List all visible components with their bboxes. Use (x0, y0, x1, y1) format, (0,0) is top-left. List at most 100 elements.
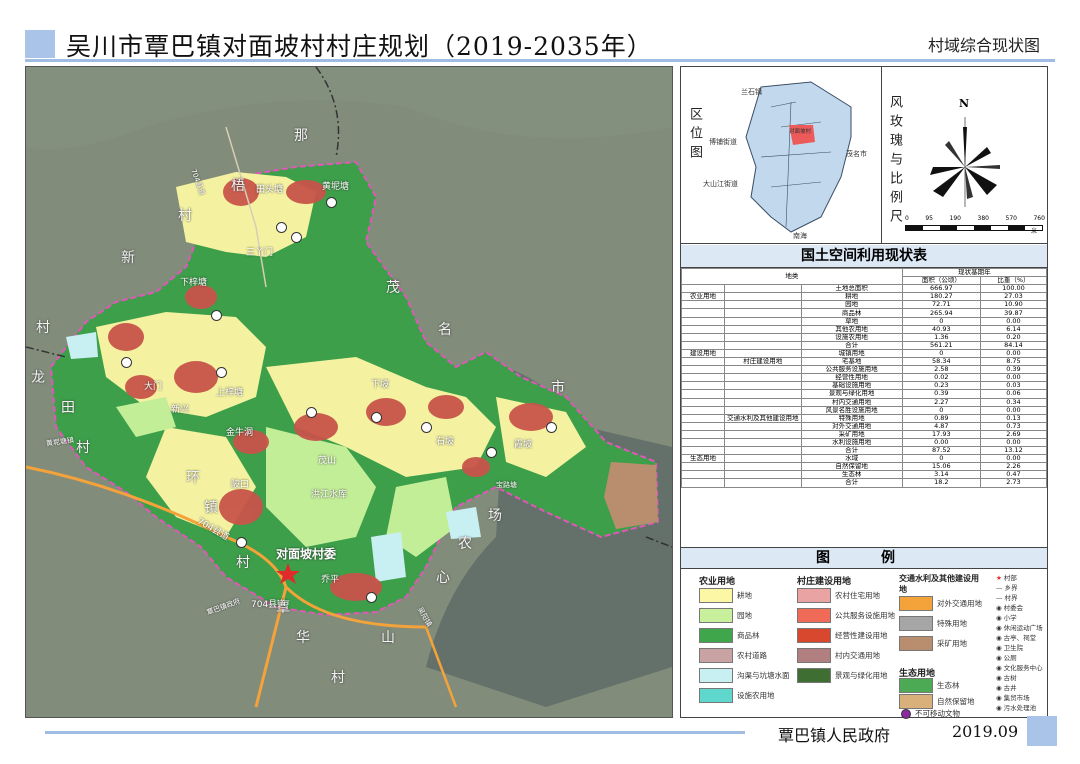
table-cell-area: 40.93 (901, 324, 981, 334)
wind-rose-label: 风玫瑰与比例尺 (887, 95, 902, 228)
table-cell-g2 (724, 421, 802, 431)
table-cell-area: 1.36 (901, 332, 981, 342)
legend-label: 采矿用地 (937, 639, 967, 648)
legend-symbol-label: 古亭、祠堂 (1003, 634, 1037, 642)
table-row: 生态林 3.14 0.47 (681, 470, 1048, 480)
table-cell-g1 (681, 308, 725, 318)
table-cell-area: 0 (901, 454, 981, 464)
table-cell-g2 (724, 437, 802, 448)
table-row: 基础设施用地 0.23 0.03 (681, 381, 1048, 391)
village-label: 田头塘 (256, 185, 284, 195)
legend-symbol-label: 乡界 (1004, 584, 1018, 592)
legend-symbol-label: 休闲运动广场 (1003, 624, 1043, 632)
neighbor-label: 龙 (31, 370, 45, 386)
poi-icon: ◉ (996, 684, 1002, 692)
poi-marker[interactable] (546, 422, 557, 433)
poi-marker[interactable] (421, 422, 432, 433)
legend-symbol-label: 公厕 (1003, 654, 1017, 662)
table-cell-g1 (681, 340, 725, 350)
table-row: 村内交通用地 2.27 0.34 (681, 397, 1048, 407)
village-label: 黄坭塘 (322, 182, 350, 192)
boundary-line-icon: — (996, 584, 1003, 592)
table-cell-area: 72.71 (901, 300, 981, 310)
table-cell-g2 (724, 308, 802, 318)
table-cell-area: 180.27 (901, 292, 981, 302)
scale-tick: 95 (925, 215, 933, 222)
table-cell-area: 0.89 (901, 413, 981, 423)
poi-marker[interactable] (211, 310, 222, 321)
loc-label: 博铺街道 (709, 138, 737, 146)
table-cell-area: 15.06 (901, 462, 981, 472)
poi-icon: ◉ (996, 644, 1002, 652)
header-accent-square (25, 30, 55, 58)
table-cell-area: 2.58 (901, 365, 981, 375)
poi-marker[interactable] (366, 592, 377, 603)
legend-symbol-label: 古井 (1003, 684, 1017, 692)
legend-symbol-label: 小学 (1003, 614, 1017, 622)
header-divider (25, 59, 1055, 62)
table-cell-name: 生态林 (800, 470, 903, 480)
poi-marker[interactable] (486, 447, 497, 458)
table-cell-ratio: 0.00 (979, 437, 1048, 448)
table-cell-g1 (681, 421, 725, 431)
legend-item: 自然保留地 (899, 694, 975, 709)
table-cell-area: 17.93 (901, 429, 981, 439)
legend-label: 公共服务设施用地 (835, 611, 895, 620)
legend-item: 特殊用地 (899, 616, 967, 631)
legend-symbol-label: 村界 (1004, 594, 1018, 602)
table-cell-ratio: 0.06 (979, 389, 1048, 399)
legend-label: 商品林 (737, 631, 760, 640)
table-cell-g2 (724, 478, 802, 488)
table-row: 风景名胜设施用地 0 0.00 (681, 405, 1048, 415)
village-label: 乔平 (321, 575, 340, 585)
poi-marker[interactable] (276, 222, 287, 233)
table-row: 经营性用地 0.02 0.00 (681, 373, 1048, 383)
village-label: 霞坡 (514, 440, 533, 450)
neighbor-label: 村 (178, 208, 192, 224)
legend-swatch (899, 616, 933, 631)
table-cell-area: 265.94 (901, 308, 981, 318)
table-cell-g2 (724, 332, 802, 342)
settlements (108, 178, 553, 601)
table-row: 合计 561.21 84.14 (681, 340, 1048, 350)
info-panel: 区位图 兰石镇 博铺街道 大山江街道 茂名市 南海 对面坡村 风玫瑰与比例尺 N (680, 66, 1048, 719)
table-cell-ratio: 27.03 (979, 292, 1048, 302)
table-row: 交通水利及其他建设用地 特殊用地 0.89 0.13 (681, 413, 1048, 423)
table-row: 村庄建设用地 宅基地 58.34 8.75 (681, 357, 1048, 367)
table-cell-g2 (724, 389, 802, 399)
table-cell-g1 (681, 397, 725, 407)
legend-swatch (699, 688, 733, 703)
table-cell-name: 合计 (800, 446, 903, 456)
poi-marker[interactable] (306, 407, 317, 418)
poi-marker[interactable] (291, 232, 302, 243)
poi-marker[interactable] (371, 412, 382, 423)
table-cell-g1 (681, 373, 725, 383)
legend-swatch (699, 628, 733, 643)
table-row: 设施农用地 1.36 0.20 (681, 332, 1048, 342)
road-label: 宝路塘 (496, 481, 517, 489)
table-row: 合计 87.52 13.12 (681, 446, 1048, 456)
neighbor-label: 心 (436, 570, 450, 586)
neighbor-label: 新 (121, 250, 135, 266)
table-cell-ratio: 84.14 (979, 340, 1048, 350)
table-cell-ratio: 2.26 (979, 462, 1048, 472)
table-cell-area: 0 (901, 405, 981, 415)
poi-marker[interactable] (216, 367, 227, 378)
poi-marker[interactable] (121, 357, 132, 368)
legend-label: 自然保留地 (937, 697, 975, 706)
table-cell-g1 (681, 389, 725, 399)
legend-label: 特殊用地 (937, 619, 967, 628)
map-canvas (26, 67, 672, 717)
legend-relic: 不可移动文物 (901, 708, 960, 719)
village-map[interactable]: 那 梧 村 新 村 龙 田 村 茂 名 市 场 农 心 华 山 村 覃 镇 村 … (25, 66, 673, 718)
neighbor-label: 那 (294, 128, 308, 144)
poi-marker[interactable] (326, 197, 337, 208)
table-cell-g2 (724, 373, 802, 383)
table-cell-g2 (724, 454, 802, 464)
table-cell-g1 (681, 365, 725, 375)
scale-tick: 190 (949, 215, 961, 222)
legend-symbol: ◉ 村委会 (996, 602, 1023, 612)
poi-marker[interactable] (236, 537, 247, 548)
neighbor-label: 覃 (276, 600, 290, 616)
village-label: 陂口 (231, 480, 250, 490)
